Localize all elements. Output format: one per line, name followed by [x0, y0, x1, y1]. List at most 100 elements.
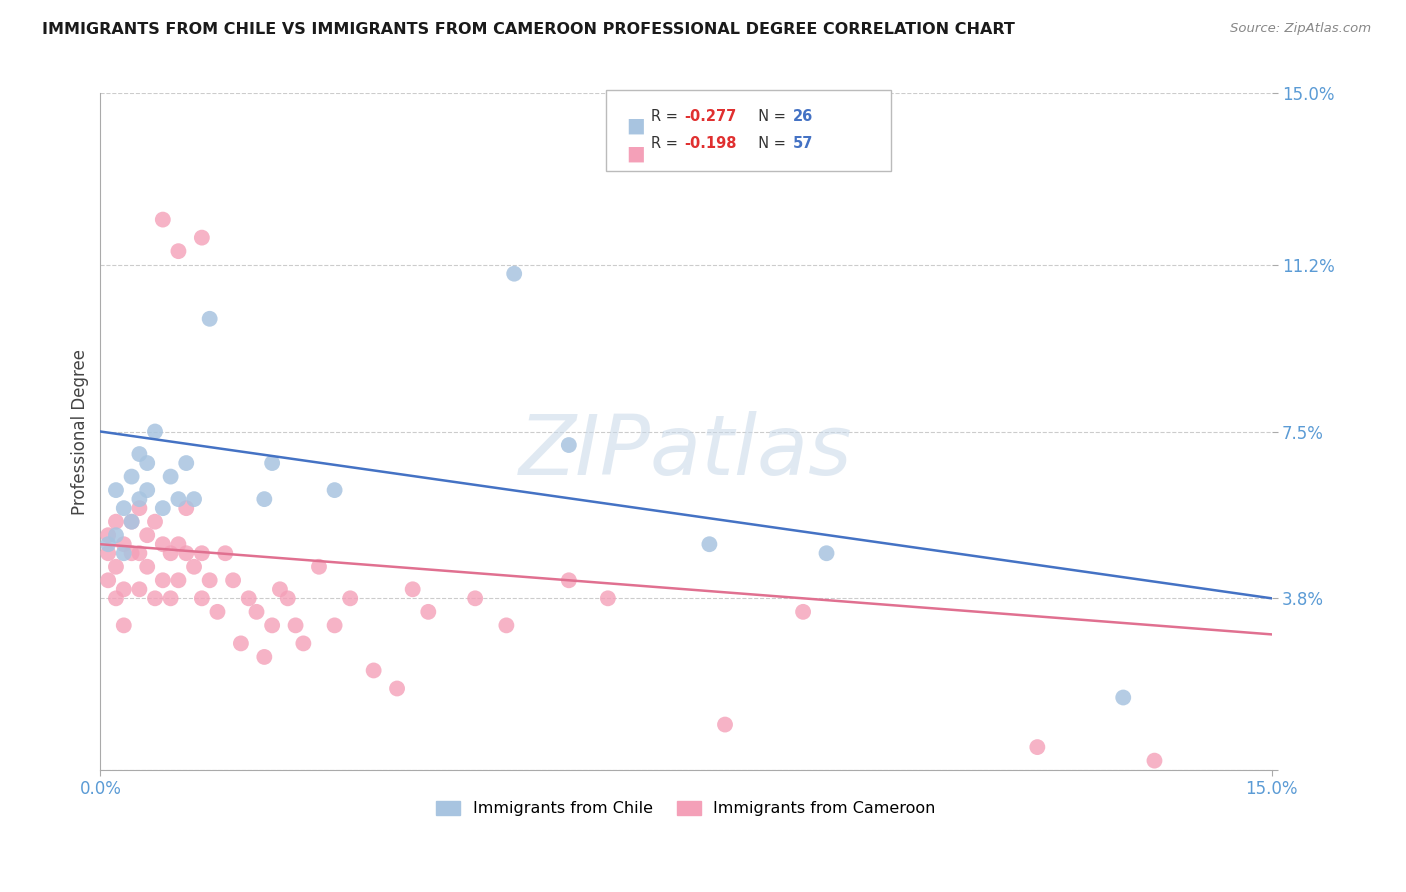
- Point: [112, 618, 135, 632]
- Text: IMMIGRANTS FROM CHILE VS IMMIGRANTS FROM CAMEROON PROFESSIONAL DEGREE CORRELATIO: IMMIGRANTS FROM CHILE VS IMMIGRANTS FROM…: [42, 22, 1015, 37]
- Point: [339, 591, 361, 606]
- Legend: Immigrants from Chile, Immigrants from Cameroon: Immigrants from Chile, Immigrants from C…: [430, 794, 942, 822]
- Point: [191, 591, 214, 606]
- Point: [292, 636, 315, 650]
- Point: [112, 582, 135, 597]
- Point: [167, 574, 190, 588]
- Point: [253, 649, 276, 664]
- Text: 57: 57: [793, 136, 813, 152]
- Text: N =: N =: [749, 136, 792, 152]
- Point: [262, 456, 284, 470]
- Point: [191, 230, 214, 244]
- Point: [1026, 740, 1049, 755]
- Point: [183, 492, 205, 507]
- Point: [323, 618, 346, 632]
- Point: [198, 574, 221, 588]
- Point: [792, 605, 814, 619]
- Point: [167, 537, 190, 551]
- Point: [245, 605, 267, 619]
- Point: [464, 591, 486, 606]
- Point: [323, 483, 346, 497]
- Point: [128, 492, 150, 507]
- Point: [128, 501, 150, 516]
- Point: [121, 515, 143, 529]
- Point: [152, 212, 174, 227]
- Point: [385, 681, 408, 696]
- Point: [262, 618, 284, 632]
- Point: [136, 528, 159, 542]
- Point: [1112, 690, 1135, 705]
- Point: [558, 574, 581, 588]
- Point: [143, 515, 166, 529]
- Point: [143, 425, 166, 439]
- Point: [495, 618, 517, 632]
- Point: [198, 311, 221, 326]
- Text: R =: R =: [651, 136, 682, 152]
- Point: [136, 456, 159, 470]
- Point: [104, 559, 127, 574]
- Point: [815, 546, 838, 560]
- Point: [308, 559, 330, 574]
- Point: [159, 546, 181, 560]
- Point: [418, 605, 440, 619]
- Point: [363, 664, 385, 678]
- Text: R =: R =: [651, 109, 682, 124]
- Point: [121, 469, 143, 483]
- Point: [104, 483, 127, 497]
- Point: [97, 528, 120, 542]
- Point: [174, 546, 197, 560]
- Point: [128, 546, 150, 560]
- Text: -0.277: -0.277: [685, 109, 737, 124]
- Point: [402, 582, 425, 597]
- Point: [167, 492, 190, 507]
- Point: [596, 591, 619, 606]
- Point: [97, 537, 120, 551]
- Point: [104, 528, 127, 542]
- Point: [136, 483, 159, 497]
- Point: [229, 636, 252, 650]
- Point: [558, 438, 581, 452]
- Point: [191, 546, 214, 560]
- Point: [222, 574, 245, 588]
- Point: [152, 574, 174, 588]
- Point: [269, 582, 291, 597]
- Point: [152, 537, 174, 551]
- Point: [284, 618, 307, 632]
- Point: [104, 591, 127, 606]
- Point: [112, 546, 135, 560]
- Point: [112, 501, 135, 516]
- Point: [104, 515, 127, 529]
- Point: [121, 515, 143, 529]
- Text: ZIPatlas: ZIPatlas: [519, 411, 853, 492]
- Point: [503, 267, 526, 281]
- Point: [174, 456, 197, 470]
- Text: -0.198: -0.198: [685, 136, 737, 152]
- Y-axis label: Professional Degree: Professional Degree: [72, 349, 89, 515]
- Point: [714, 717, 737, 731]
- Text: ▪: ▪: [626, 139, 647, 169]
- Point: [159, 591, 181, 606]
- Point: [143, 591, 166, 606]
- Point: [183, 559, 205, 574]
- Point: [167, 244, 190, 259]
- Point: [207, 605, 229, 619]
- Point: [699, 537, 721, 551]
- Point: [238, 591, 260, 606]
- Point: [159, 469, 181, 483]
- Point: [1143, 754, 1166, 768]
- Point: [128, 582, 150, 597]
- Point: [214, 546, 236, 560]
- Point: [121, 546, 143, 560]
- Text: Source: ZipAtlas.com: Source: ZipAtlas.com: [1230, 22, 1371, 36]
- Text: ▪: ▪: [626, 112, 647, 141]
- Point: [253, 492, 276, 507]
- Point: [152, 501, 174, 516]
- Point: [97, 546, 120, 560]
- Text: N =: N =: [749, 109, 792, 124]
- Point: [174, 501, 197, 516]
- Point: [97, 574, 120, 588]
- Point: [277, 591, 299, 606]
- Point: [112, 537, 135, 551]
- Text: 26: 26: [793, 109, 813, 124]
- Point: [136, 559, 159, 574]
